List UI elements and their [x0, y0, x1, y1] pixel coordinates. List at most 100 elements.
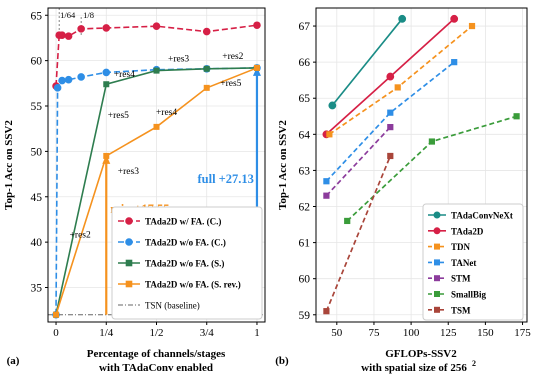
y-tick-label-a: 65 — [31, 10, 43, 22]
y-tick-label-b: 59 — [299, 310, 311, 322]
data-point-b — [387, 109, 394, 116]
top-label-1-64: 1/64 — [60, 10, 76, 20]
y-tick-label-a: 35 — [31, 283, 43, 295]
legend-swatch-marker — [125, 259, 133, 267]
legend-item-label: TAda2D w/o FA. (S. rev.) — [145, 280, 241, 290]
series-line-b — [331, 18, 403, 106]
legend-item-label: TAda2D w/o FA. (C.) — [145, 238, 226, 248]
x-tick-label-a: 1/4 — [99, 327, 114, 339]
data-point-a — [64, 32, 73, 40]
annotation-label: +res2 — [222, 52, 243, 62]
legend-item-baseline: TSN (baseline) — [145, 301, 200, 311]
data-point-b — [451, 59, 458, 66]
x-tick-label-b: 50 — [331, 327, 343, 339]
data-point-a — [102, 24, 111, 32]
data-point-a — [64, 75, 73, 84]
y-tick-label-a: 55 — [31, 101, 43, 113]
legend-b — [422, 203, 524, 321]
y-tick-label-a: 50 — [31, 146, 43, 158]
data-point-a — [77, 25, 85, 33]
x-axis-label-a-2: with TAdaConv enabled — [99, 362, 213, 374]
data-point-b — [450, 14, 459, 23]
legend-swatch-marker — [125, 238, 133, 246]
x-tick-label-b: 150 — [477, 327, 494, 339]
x-axis-label-a: Percentage of channels/stages — [87, 348, 226, 360]
data-point-b — [428, 138, 436, 145]
data-point-a — [58, 31, 66, 40]
data-point-b — [326, 131, 333, 138]
y-tick-label-a: 60 — [31, 56, 43, 68]
legend-item-label: STM — [451, 274, 471, 284]
y-tick-label-b: 66 — [299, 57, 311, 69]
y-axis-label-a: Top-1 Acc on SSV2 — [3, 120, 15, 210]
data-point-b — [387, 152, 394, 160]
data-point-a — [253, 64, 260, 71]
x-axis-label-b-sup: 2 — [472, 359, 476, 368]
series-line-b — [325, 61, 455, 182]
y-tick-label-b: 63 — [299, 165, 311, 177]
highlight-text-full: full +27.13 — [198, 172, 254, 186]
series-line-b — [325, 155, 392, 312]
data-point-b — [398, 14, 407, 23]
data-point-b — [344, 217, 351, 225]
x-tick-label-a: 1/2 — [149, 327, 163, 339]
legend-swatch-marker — [434, 243, 440, 250]
legend-swatch-marker — [125, 280, 133, 288]
axes-frame-b — [315, 7, 528, 323]
data-point-b — [386, 72, 395, 81]
data-point-b — [387, 124, 394, 131]
legend-swatch-marker — [125, 217, 133, 225]
x-tick-label-a: 3/4 — [200, 327, 215, 339]
data-point-a — [253, 21, 261, 30]
legend-item-label: TANet — [451, 258, 476, 268]
y-tick-label-b: 62 — [299, 202, 311, 214]
legend-item-label: SmallBig — [451, 290, 487, 300]
legend-item-label: TAda2D — [451, 226, 484, 236]
data-point-a — [153, 123, 160, 130]
data-point-b — [323, 308, 330, 315]
data-point-b — [323, 192, 330, 199]
legend-item-label: TSM — [451, 305, 471, 315]
annotation-label: +res3 — [118, 167, 139, 177]
annotation-label: +res2 — [70, 231, 91, 241]
annotation-label: +res5 — [108, 111, 129, 121]
x-axis-label-b: GFLOPs-SSV2 — [385, 348, 457, 360]
data-point-a — [53, 84, 62, 92]
data-point-a — [58, 76, 66, 85]
data-point-a — [103, 81, 110, 88]
y-tick-label-a: 40 — [31, 237, 43, 249]
panel-label-b: (b) — [275, 355, 289, 367]
annotation-label: +res4 — [114, 70, 135, 80]
data-point-b — [394, 84, 401, 91]
legend-swatch-marker — [434, 291, 440, 297]
data-point-a — [202, 27, 211, 36]
legend-item-label: TAdaConvNeXt — [451, 211, 513, 221]
panel-label-a: (a) — [7, 355, 20, 367]
data-point-b — [513, 113, 520, 120]
data-point-a — [53, 311, 60, 318]
data-point-a — [203, 65, 210, 72]
y-tick-label-b: 61 — [299, 238, 311, 250]
y-tick-label-b: 60 — [299, 274, 311, 286]
legend-item-label: TDN — [451, 242, 471, 252]
x-tick-label-a: 0 — [53, 327, 59, 339]
data-point-a — [102, 68, 111, 77]
y-tick-label-b: 65 — [299, 93, 311, 105]
data-point-b — [323, 178, 330, 185]
annotation-label: +res3 — [168, 55, 189, 65]
data-point-a — [103, 152, 110, 159]
legend-item-label: TAda2D w/o FA. (S.) — [145, 259, 224, 269]
x-tick-label-b: 175 — [514, 327, 531, 339]
legend-swatch-marker — [433, 227, 441, 235]
data-point-b — [328, 101, 337, 110]
data-point-a — [77, 73, 85, 81]
data-point-a — [152, 22, 161, 30]
y-tick-label-b: 64 — [299, 129, 311, 141]
y-tick-label-a: 45 — [31, 192, 43, 204]
legend-swatch-marker — [433, 211, 441, 219]
x-tick-label-b: 125 — [440, 327, 457, 339]
y-tick-label-b: 67 — [299, 21, 311, 33]
legend-swatch-marker — [434, 259, 440, 266]
annotation-label: +res4 — [156, 108, 177, 118]
